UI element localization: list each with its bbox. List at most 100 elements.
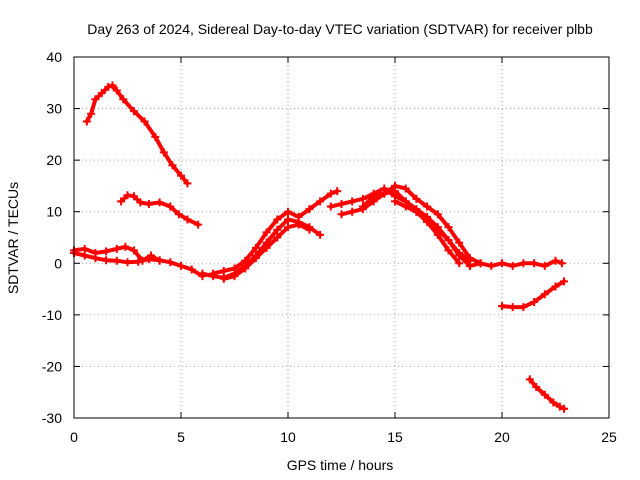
data-point: [540, 261, 549, 270]
data-point: [348, 197, 357, 206]
data-point: [97, 89, 106, 98]
data-series: [70, 81, 569, 413]
data-point: [187, 265, 196, 274]
data-point: [123, 191, 132, 200]
data-point: [423, 215, 432, 224]
data-point: [273, 225, 282, 234]
data-point: [121, 242, 130, 251]
data-point: [337, 210, 346, 219]
data-point: [140, 117, 149, 126]
data-point: [532, 383, 541, 392]
data-point: [102, 247, 111, 256]
data-point: [476, 259, 485, 268]
data-point: [305, 205, 314, 214]
x-tick-label: 0: [70, 429, 78, 445]
data-point: [551, 282, 560, 291]
data-point: [358, 194, 367, 203]
data-point: [508, 303, 517, 312]
data-point: [80, 244, 89, 253]
grid-lines: [74, 57, 609, 418]
data-point: [129, 192, 138, 201]
data-point: [262, 243, 271, 252]
data-point: [540, 290, 549, 299]
data-point: [166, 258, 175, 267]
data-point: [138, 256, 147, 265]
data-point: [412, 194, 421, 203]
data-point: [326, 189, 335, 198]
data-point: [284, 223, 292, 232]
data-point: [305, 225, 314, 234]
data-point: [316, 197, 325, 206]
data-point: [273, 233, 282, 242]
data-point: [444, 236, 453, 245]
x-tick-label: 15: [387, 429, 403, 445]
data-point: [108, 81, 117, 90]
data-point: [136, 198, 145, 207]
data-point: [241, 264, 250, 273]
data-point: [433, 210, 442, 219]
data-point: [112, 256, 121, 265]
x-axis-label: GPS time / hours: [287, 457, 394, 473]
y-axis-label: SDTVAR / TECUs: [5, 182, 21, 294]
data-point: [168, 161, 177, 170]
data-point: [194, 220, 203, 229]
data-point: [423, 202, 432, 211]
data-point: [174, 210, 183, 219]
data-point: [555, 402, 564, 411]
y-tick-label: -30: [42, 410, 62, 426]
data-point: [251, 243, 260, 252]
data-point: [316, 230, 325, 239]
data-point: [219, 274, 228, 283]
y-tick-label: 20: [46, 152, 62, 168]
plot-frame: [73, 56, 610, 419]
data-point: [273, 215, 282, 224]
data-point: [498, 259, 506, 268]
data-point: [540, 390, 549, 399]
x-tick-label: 5: [177, 429, 185, 445]
data-point: [284, 215, 292, 224]
data-point: [230, 272, 239, 281]
data-point: [166, 202, 175, 211]
data-point: [455, 259, 464, 268]
data-point: [557, 259, 566, 268]
data-point: [183, 179, 192, 188]
data-point: [117, 197, 126, 206]
data-point: [455, 238, 464, 247]
x-tick-label: 20: [494, 429, 510, 445]
data-point: [401, 202, 410, 211]
data-point: [333, 187, 342, 196]
data-point: [358, 202, 367, 211]
data-point: [326, 202, 335, 211]
data-point: [284, 207, 292, 216]
data-point: [530, 259, 539, 268]
data-point: [498, 302, 506, 311]
data-point: [129, 246, 138, 255]
data-point: [455, 248, 464, 257]
data-point: [119, 95, 128, 104]
data-point: [144, 199, 153, 208]
data-point: [82, 117, 91, 126]
data-point: [433, 225, 442, 234]
x-tick-label: 10: [280, 429, 296, 445]
data-point: [412, 207, 421, 216]
data-point: [251, 254, 260, 263]
data-point: [294, 220, 303, 229]
data-point: [508, 261, 517, 270]
data-point: [401, 184, 410, 193]
data-point: [177, 261, 185, 270]
data-point: [102, 256, 111, 265]
data-point: [519, 259, 528, 268]
data-point: [198, 269, 207, 278]
y-tick-label: 0: [54, 255, 62, 271]
data-point: [87, 109, 96, 118]
axis-ticks: 0 5 10 15 20 25 -30 -20 -10 0 10 20 30 40: [42, 49, 617, 445]
y-tick-label: 40: [46, 49, 62, 65]
data-point: [241, 256, 250, 265]
data-point: [369, 192, 378, 201]
data-point: [294, 212, 303, 221]
series-arc-low-2: [72, 244, 162, 263]
data-point: [123, 258, 132, 267]
data-point: [560, 404, 569, 413]
data-point: [104, 82, 113, 91]
y-tick-label: 10: [46, 204, 62, 220]
